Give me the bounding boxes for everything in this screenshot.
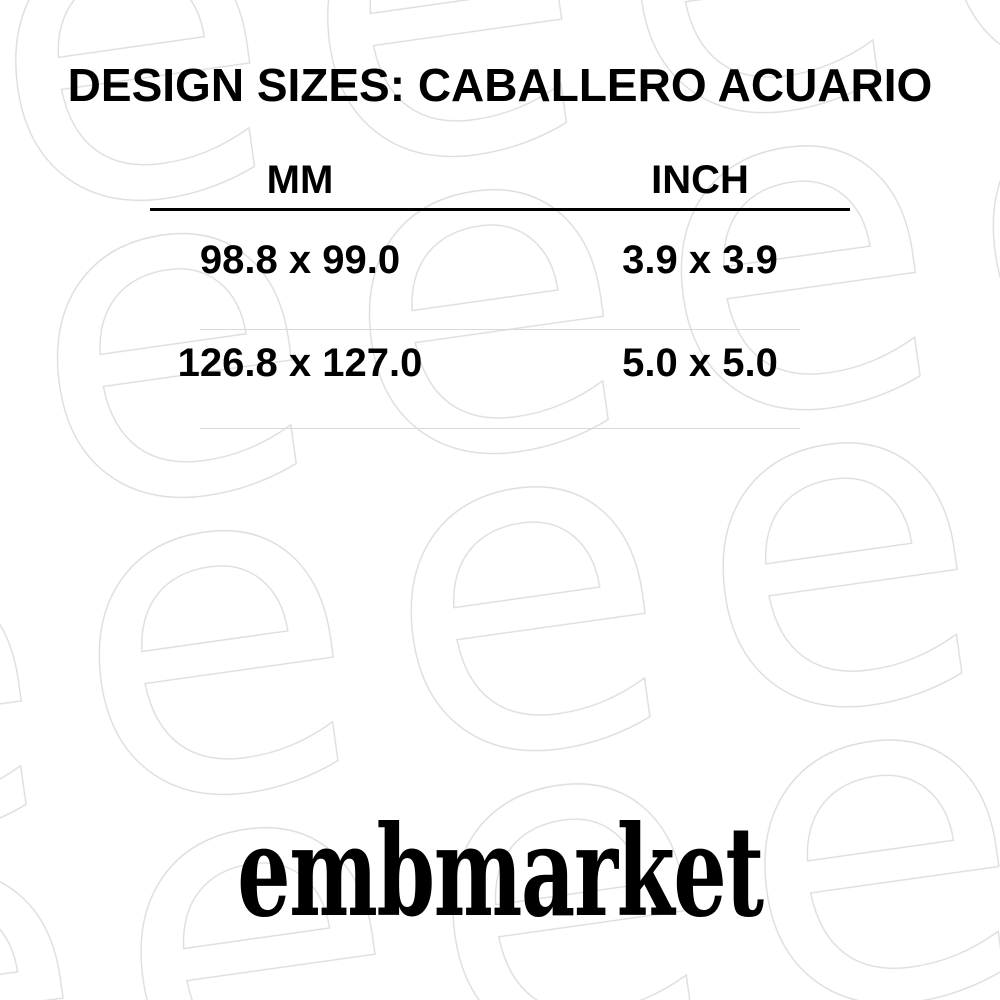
table-header-rule xyxy=(150,208,850,211)
brand-logo: embmarket xyxy=(237,799,764,945)
row-divider-1 xyxy=(200,329,800,330)
row-divider-2 xyxy=(200,428,800,429)
column-header-mm: MM xyxy=(266,158,334,202)
size-row-1-inch: 3.9 x 3.9 xyxy=(622,238,778,282)
size-row-2-inch: 5.0 x 5.0 xyxy=(622,341,778,385)
page-title: DESIGN SIZES: CABALLERO ACUARIO xyxy=(67,59,933,111)
size-row-2-mm: 126.8 x 127.0 xyxy=(177,341,423,385)
column-header-inch: INCH xyxy=(651,158,749,202)
size-row-1-mm: 98.8 x 99.0 xyxy=(199,238,401,282)
